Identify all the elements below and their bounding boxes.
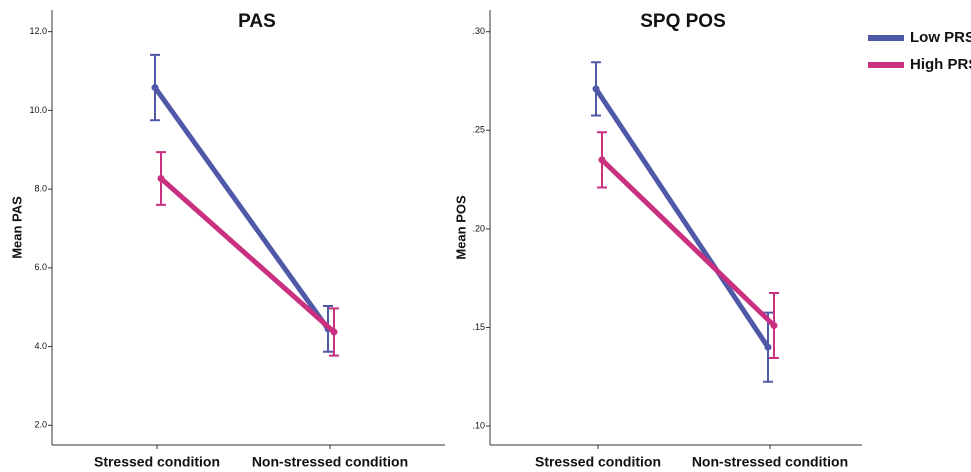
- x-tick-label: Non-stressed condition: [252, 454, 408, 470]
- point: [598, 156, 606, 164]
- chart-title: SPQ POS: [640, 11, 726, 32]
- y-tick-label: 4.0: [34, 341, 47, 351]
- y-axis-label: Mean PAS: [9, 196, 24, 259]
- y-tick-label: .20: [472, 223, 485, 233]
- y-tick-label: 10.0: [29, 105, 47, 115]
- y-tick-label: 2.0: [34, 420, 47, 430]
- point: [592, 85, 600, 93]
- y-tick-label: 6.0: [34, 262, 47, 272]
- y-axis-label: Mean POS: [453, 195, 468, 260]
- x-tick-label: Non-stressed condition: [692, 454, 848, 470]
- series-line: [593, 87, 771, 349]
- series-line: [600, 158, 776, 328]
- y-tick-label: .15: [472, 322, 485, 332]
- y-tick-label: 8.0: [34, 183, 47, 193]
- point: [330, 328, 338, 336]
- legend-label: High PRS: [910, 56, 971, 73]
- x-tick-label: Stressed condition: [94, 454, 220, 470]
- y-tick-label: .30: [472, 26, 485, 36]
- series-line: [159, 176, 336, 334]
- chart-title: PAS: [238, 11, 276, 32]
- point: [764, 343, 772, 351]
- y-tick-label: .25: [472, 125, 485, 135]
- y-tick-label: .10: [472, 420, 485, 430]
- point: [151, 84, 159, 92]
- point: [157, 174, 165, 182]
- series-line: [152, 86, 331, 331]
- point: [770, 322, 778, 330]
- x-tick-label: Stressed condition: [535, 454, 661, 470]
- y-tick-label: 12.0: [29, 26, 47, 36]
- legend-label: Low PRS: [910, 29, 971, 46]
